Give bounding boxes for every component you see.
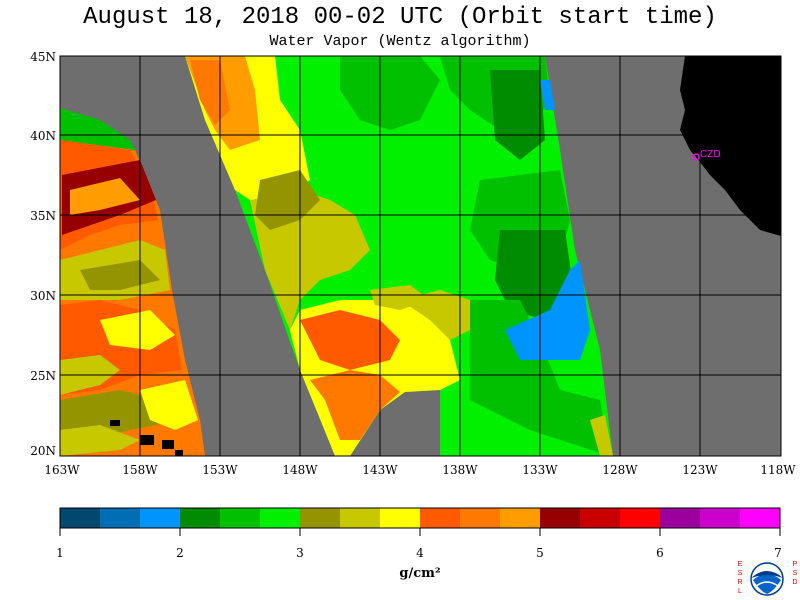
- noaa-seal-text: NOAA: [761, 567, 773, 572]
- map-grid: [60, 56, 781, 456]
- map-subtitle: Water Vapor (Wentz algorithm): [269, 33, 531, 50]
- colorbar-tick-label: 7: [774, 546, 782, 560]
- logo-letter: L: [738, 588, 742, 595]
- colorbar-swatch: [140, 508, 181, 528]
- lon-label: 163W: [44, 463, 80, 477]
- map-panel: CZD: [60, 56, 781, 456]
- colorbar-swatch: [740, 508, 781, 528]
- colorbar-swatch: [260, 508, 301, 528]
- latitude-labels: 45N 40N 35N 30N 25N 20N: [30, 50, 56, 458]
- colorbar-tick-label: 6: [656, 546, 664, 560]
- colorbar-swatch: [500, 508, 541, 528]
- colorbar-unit-label: g/cm²: [399, 566, 440, 581]
- colorbar-swatch: [660, 508, 701, 528]
- psd-letters: PSD: [792, 561, 797, 586]
- colorbar-tick-label: 3: [296, 546, 304, 560]
- land-mass: [680, 56, 781, 236]
- lon-label: 143W: [362, 463, 398, 477]
- colorbar-tick-label: 1: [56, 546, 64, 560]
- colorbar-swatch: [580, 508, 621, 528]
- colorbar-swatch: [420, 508, 461, 528]
- logo-letter: D: [792, 579, 797, 586]
- colorbar-tick-label: 5: [536, 546, 544, 560]
- logo-letter: R: [737, 579, 742, 586]
- lon-label: 158W: [122, 463, 158, 477]
- map-title: August 18, 2018 00-02 UTC (Orbit start t…: [83, 4, 717, 31]
- colorbar-swatch: [60, 508, 101, 528]
- lat-label: 25N: [30, 369, 56, 383]
- colorbar-tick-label: 2: [176, 546, 184, 560]
- colorbar: [60, 508, 781, 528]
- lon-label: 138W: [442, 463, 478, 477]
- logo-letter: S: [738, 570, 743, 577]
- lat-label: 40N: [30, 129, 56, 143]
- colorbar-swatch: [380, 508, 421, 528]
- lat-label: 20N: [30, 444, 56, 458]
- logo-letter: P: [793, 561, 798, 568]
- colorbar-swatch: [460, 508, 501, 528]
- colorbar-tick-label: 4: [416, 546, 424, 560]
- station-label: CZD: [700, 149, 721, 160]
- lon-label: 153W: [202, 463, 238, 477]
- west-swath: [60, 108, 205, 456]
- colorbar-swatch: [220, 508, 261, 528]
- lon-label: 133W: [522, 463, 558, 477]
- map-frame: [59, 55, 782, 457]
- lon-label: 128W: [602, 463, 638, 477]
- colorbar-swatch: [620, 508, 661, 528]
- colorbar-swatch: [300, 508, 341, 528]
- logo-letter: E: [738, 561, 743, 568]
- colorbar-ticks: [59, 528, 781, 536]
- central-swath: [185, 56, 613, 456]
- logo-letter: S: [793, 570, 798, 577]
- station-marker-czd: CZD: [692, 149, 721, 161]
- colorbar-tick-labels: 1 2 3 4 5 6 7: [56, 546, 782, 560]
- lat-label: 30N: [30, 289, 56, 303]
- lat-label: 45N: [30, 50, 56, 64]
- lon-label: 123W: [682, 463, 718, 477]
- colorbar-swatch: [340, 508, 381, 528]
- lon-label: 148W: [282, 463, 318, 477]
- station-marker-icon: [692, 153, 700, 161]
- lat-label: 35N: [30, 209, 56, 223]
- longitude-labels: 163W 158W 153W 148W 143W 138W 133W 128W …: [44, 463, 796, 477]
- colorbar-swatch: [180, 508, 221, 528]
- lon-label: 118W: [760, 463, 796, 477]
- colorbar-swatch: [700, 508, 741, 528]
- colorbar-swatch: [100, 508, 141, 528]
- colorbar-swatch: [540, 508, 581, 528]
